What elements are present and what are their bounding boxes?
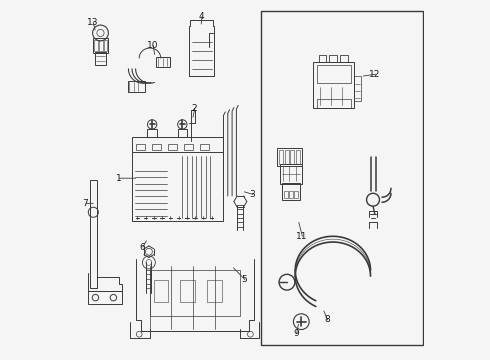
Bar: [136, 144, 145, 149]
Bar: [279, 149, 283, 164]
Text: 8: 8: [324, 315, 330, 324]
Bar: [313, 62, 354, 108]
Bar: [284, 191, 288, 198]
Bar: [95, 40, 98, 51]
Bar: [128, 81, 145, 92]
Bar: [200, 144, 209, 149]
Text: 4: 4: [198, 12, 204, 21]
Bar: [289, 191, 293, 198]
Bar: [282, 183, 300, 200]
Bar: [290, 149, 294, 164]
Bar: [178, 129, 187, 137]
Bar: [88, 291, 122, 304]
Bar: [317, 99, 351, 108]
Text: 5: 5: [242, 275, 247, 284]
Bar: [96, 51, 105, 65]
Bar: [150, 270, 240, 316]
Bar: [261, 12, 422, 345]
Bar: [104, 40, 107, 51]
Text: 9: 9: [293, 329, 299, 338]
Bar: [340, 55, 348, 62]
Bar: [294, 191, 298, 198]
Text: 3: 3: [249, 190, 255, 199]
Bar: [147, 129, 157, 137]
Text: 10: 10: [147, 41, 158, 50]
Bar: [168, 144, 177, 149]
Text: 2: 2: [191, 104, 197, 113]
Bar: [99, 40, 102, 51]
Bar: [132, 137, 223, 221]
Text: 13: 13: [87, 18, 98, 27]
Bar: [329, 55, 337, 62]
Text: 11: 11: [296, 232, 307, 241]
Bar: [90, 180, 97, 288]
Bar: [354, 76, 361, 101]
Bar: [153, 280, 168, 302]
Text: 12: 12: [369, 70, 381, 79]
Bar: [318, 55, 326, 62]
Text: 6: 6: [139, 243, 145, 252]
Bar: [184, 144, 193, 149]
Bar: [93, 39, 108, 53]
Bar: [317, 65, 351, 83]
Bar: [156, 57, 170, 67]
Text: 1: 1: [116, 174, 122, 183]
Text: 7: 7: [82, 199, 88, 208]
Bar: [285, 149, 289, 164]
Bar: [180, 280, 195, 302]
Bar: [152, 144, 161, 149]
Bar: [295, 149, 299, 164]
Bar: [207, 280, 221, 302]
Bar: [277, 148, 302, 166]
Bar: [280, 164, 302, 184]
